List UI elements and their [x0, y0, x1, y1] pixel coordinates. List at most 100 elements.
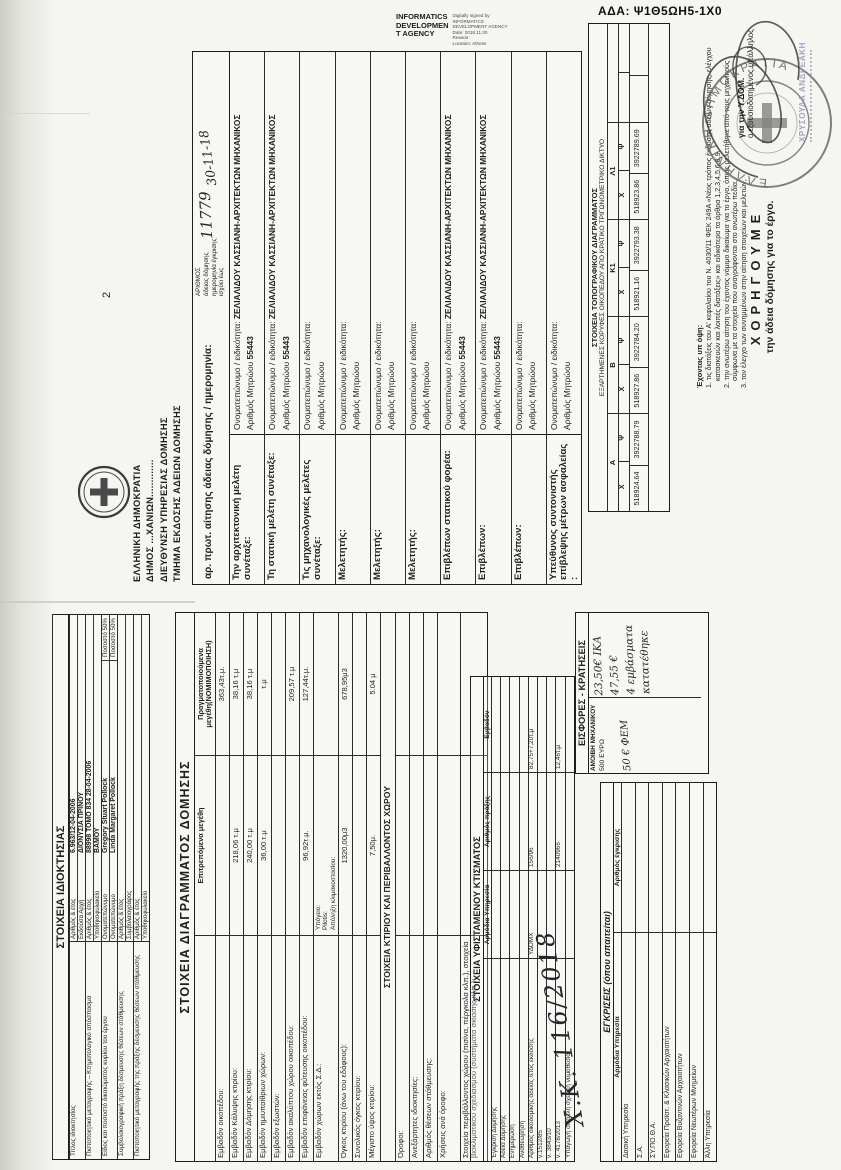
ownership-field-label: Υποθηκοφυλακείο [142, 890, 149, 939]
diagram-row-allowed [396, 756, 410, 936]
ownership-row: Είδος και ποσοστό δικαιώματος κυρίου του… [101, 615, 117, 1159]
diagram-row-allowed: 240,00 τ.μ [244, 756, 258, 936]
coords-y-value: 3922784.20 [630, 317, 648, 369]
ownership-field-label: Ονοματεπώνυμο [102, 894, 109, 939]
ownership-field-value: ΒΑΜΟΥ [94, 827, 101, 853]
informatics-agency-line: INFORMATICS [396, 12, 448, 21]
existing-header-col: Αρμόδια Υπηρεσία [484, 871, 491, 959]
coords-point-id: Α [608, 414, 619, 511]
fee-label: ΑΜΟΙΒΗ ΜΗΧΑΝΙΚΟΥ [590, 704, 597, 771]
ownership-field-line: Αριθμός & έτος [134, 615, 141, 941]
existing-row-area [501, 677, 510, 773]
designer-name-value: ΖΕΛΙΑΛΙΔΟΥ ΚΑΣΣΙΑΝΗ-ΑΡΧΙΤΕΚΤΩΝ ΜΗΧΑΝΙΚΟΣ [443, 114, 454, 322]
diagram-row: Συνολικός όγκος κτιρίου: [352, 613, 367, 1161]
diagram-row-allowed [272, 756, 286, 936]
designer-row: Τις μηχανολογικές μελέτες συνέταξε: Ονομα… [299, 52, 335, 584]
designer-name-line: Ονοματεπώνυμο / ειδικότητα: [548, 56, 561, 430]
designer-row: Μελετητής: Ονοματεπώνυμο / ειδικότητα: Αρ… [369, 52, 405, 584]
ownership-field-value: 6.963/12-04-2006 [70, 798, 77, 853]
designer-row-values: Ονοματεπώνυμο / ειδικότητα: ΖΕΛΙΑΛΙΔΟΥ Κ… [476, 52, 510, 434]
existing-row-area [537, 677, 547, 773]
diagram-row-label: Εμβαδόν ημιυπαίθριων χώρων: [258, 1051, 268, 1158]
diagram-row-allowed: 218,06 τ.μ [230, 756, 244, 936]
diagram-row-label: Μέγιστο ύψος κτιρίου: [367, 1084, 377, 1158]
designer-registry-value: 55443 [280, 336, 291, 362]
diagram-row: Εμβαδόν ακαλύπτου χώρου οικοπέδου: 209,57… [285, 613, 300, 1161]
diagram-table-header: Επιτρεπόμενα μεγέθη Πραγματοποιούμενα με… [195, 613, 216, 1161]
ownership-row-fields: Αριθμός & έτος Συμβολαιογράφος [118, 615, 133, 941]
diagram-row-actual: 209,57 τ.μ [286, 613, 300, 756]
diagram-row: Χρήσεις ανά όροφο: [437, 613, 461, 1161]
diagram-header-allowed: Επιτρεπόμενα μεγέθη [195, 756, 216, 936]
designer-registry-line: Αριθμός Μητρώου [315, 56, 328, 430]
designer-row: Επιβλέπων: Ονοματεπώνυμο / ειδικότητα: Αρ… [510, 52, 546, 584]
existing-row-act: 156/96 [528, 773, 537, 871]
diagram-header-actual: Πραγματοποιούμενα μεγέθη(ΝΟΜΙΜΟΠΟΙΗΣΗ) [195, 613, 216, 756]
designer-name-line: Ονοματεπώνυμο / ειδικότητα: [301, 56, 314, 430]
coords-y-label: Ψ [619, 414, 630, 463]
diagram-row-actual: 38,16 τ.μ [230, 613, 244, 756]
ownership-field-percentage: Ποσοστό 50% [102, 615, 109, 661]
ownership-field-line: Αριθμός & έτος 6.963/12-04-2006 [70, 615, 77, 941]
designer-row-label: Υπεύθυνος συντονιστής επίβλεψης μέτρων α… [546, 434, 583, 584]
diagram-row-actual: 127,44τ.μ. [300, 613, 314, 756]
approvals-row-value [635, 783, 649, 933]
protocol-row: αρ. πρωτ. αίτησης άδειας δόμησης / ημερο… [193, 52, 230, 584]
handwritten-fee-line: 4 εμβάσματα [622, 624, 637, 695]
coords-x-label: Χ [619, 268, 630, 316]
designer-name-label: Ονοματεπώνυμο / ειδικότητα: [302, 321, 313, 430]
ownership-field-label: Αριθμός & έτος [86, 898, 93, 939]
designer-name-label: Ονοματεπώνυμο / ειδικότητα: [513, 321, 524, 430]
signature-scribble [702, 20, 800, 178]
coords-point-id: Β [608, 317, 619, 413]
ownership-field-label: Αριθμός & έτος [70, 898, 77, 939]
ownership-field-line: Ονοματεπώνυμο Gregory Stuart Pollock Ποσοσ… [102, 615, 109, 941]
approvals-row: Δασική Υπηρεσία [621, 783, 635, 1161]
ownership-field-label: Υποθηκοφυλακείο [94, 890, 101, 939]
diagram-row: Ανεξάρτητες ιδιοκτησίες: [409, 613, 424, 1161]
diagram-row-allowed: 36,00 τ.μ [258, 756, 272, 936]
diagram-row-label: Εμβαδόν επιφάνειας φύτευσης οικοπέδου: [300, 1015, 310, 1158]
diagram-row: Μέγιστο ύψος κτιρίου: 7,50μ. 5.04 μ [366, 613, 381, 1161]
diagram-row-allowed [286, 756, 300, 936]
designer-registry-label: Αριθμός Μητρώου [562, 361, 573, 430]
coords-group-empty [608, 24, 648, 123]
existing-row-service [501, 871, 510, 959]
approvals-row: Εφορεία Προϊστ. & Κλασικών Αρχαιοτήτων [661, 783, 676, 1161]
designer-name-value: ΖΕΛΙΑΛΙΔΟΥ ΚΑΣΣΙΑΝΗ-ΑΡΧΙΤΕΚΤΩΝ ΜΗΧΑΝΙΚΟΣ [232, 114, 242, 322]
coords-y-value: 3922793.38 [630, 220, 648, 272]
existing-row-area [492, 677, 501, 773]
diagram-row-allowed [438, 756, 461, 936]
ownership-field-line: Υποθηκοφυλακείο [141, 615, 149, 941]
fee-amount: 500 ΕΥΡΩ [599, 739, 606, 771]
diagram-row: Όγκος κτιρίου (άνω του εδάφους): 1320,00μ… [338, 613, 353, 1161]
designer-registry-label: Αριθμός Μητρώου [456, 361, 467, 430]
ownership-field-value: 88998 ΤΟΜΟ 834 28-04-2006 [86, 760, 93, 853]
ada-code-line: ΑΔΑ: Ψ1Θ5ΩΗ5-1Χ0 [598, 4, 722, 18]
ownership-row: Πιστοποιητικό μεταγραφής – Κτηματολογικό… [85, 615, 101, 1159]
coords-y-label-empty [619, 24, 630, 73]
diagram-section-header: ΣΤΟΙΧΕΙΑ ΚΤΙΡΙΟΥ ΚΑΙ ΠΕΡΙΒΑΛΛΟΝΤΟΣ ΧΩΡΟΥ [380, 613, 396, 1161]
existing-row-label: Έγκριση Δόμησης [491, 1106, 498, 1158]
approvals-row-label: Άλλη Υπηρεσία [704, 1110, 712, 1158]
existing-row-service [510, 871, 519, 959]
designer-row: Τη στατική μελέτη συνέταξε: Ονοματεπώνυμο… [264, 52, 300, 584]
coords-group: Λ1 Χ Ψ 518923.86 3922789.69 [608, 123, 648, 220]
fees-table-title: ΕΙΣΦΟΡΕΣ - ΚΡΑΤΗΣΕΙΣ [576, 613, 589, 773]
approvals-row-value [676, 783, 689, 933]
diagram-row-actual: τ.μ [258, 613, 272, 756]
diagram-row-allowed: 7,50μ. [367, 756, 381, 936]
designer-registry-value: 55443 [245, 336, 256, 362]
approvals-row: Εφορεία Βυζαντινών Αρχαιοτήτων [675, 783, 689, 1161]
existing-row-act [537, 773, 547, 871]
ownership-row-label: Είδος και ποσοστό δικαιώματος κυρίου του… [102, 941, 117, 1159]
ownership-row-label: Πιστοποιητικό μεταγραφής της πράξης δέσμ… [134, 941, 149, 1159]
coords-group: Β Χ Ψ 518927.86 3922784.20 [608, 317, 648, 414]
designer-registry-line: Αριθμός Μητρώου 55443 [244, 56, 257, 430]
coords-values: 518924.64 3922788.79 [630, 414, 648, 511]
ownership-field-value: Linda Margaret Pollock [110, 777, 117, 853]
designer-row: Επιβλέπων: Ονοματεπώνυμο / ειδικότητα: ΖΕ… [475, 52, 511, 584]
